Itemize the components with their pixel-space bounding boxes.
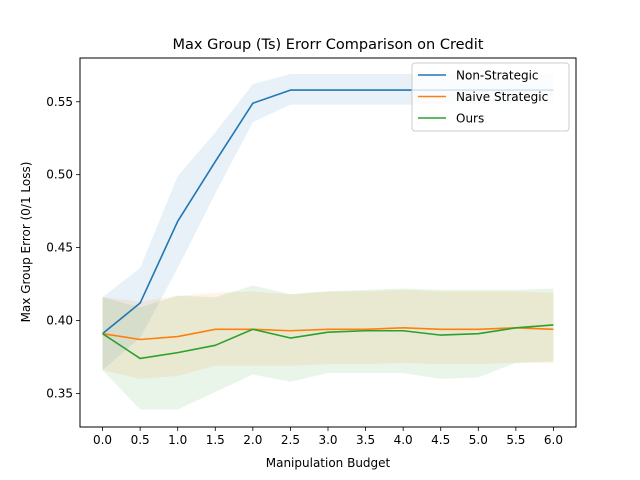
legend: Non-Strategic Naive Strategic Ours (411, 62, 570, 132)
confidence-bands (102, 74, 554, 410)
y-tick-label: 0.50 (46, 168, 73, 182)
legend-label-ours: Ours (456, 112, 484, 126)
band-non-strategic (102, 74, 554, 371)
y-tick-label: 0.40 (46, 314, 73, 328)
y-tick-label: 0.35 (46, 386, 73, 400)
chart-title: Max Group (Ts) Erorr Comparison on Credi… (173, 37, 484, 53)
line-naive-strategic (102, 327, 554, 341)
y-axis: 0.35 0.40 0.45 0.50 0.55 (46, 95, 80, 400)
band-naive-strategic (102, 289, 554, 379)
x-tick-label: 2.0 (243, 433, 262, 447)
x-tick-label: 0.5 (131, 433, 150, 447)
x-tick-label: 1.5 (206, 433, 225, 447)
line-ours (102, 324, 554, 360)
x-tick-label: 4.5 (431, 433, 450, 447)
legend-box (411, 62, 570, 132)
x-tick-label: 4.0 (394, 433, 413, 447)
x-tick-label: 5.5 (506, 433, 525, 447)
y-axis-label: Max Group Error (0/1 Loss) (19, 162, 33, 323)
x-tick-label: 3.5 (356, 433, 375, 447)
x-tick-label: 3.0 (318, 433, 337, 447)
x-tick-label: 0.0 (93, 433, 112, 447)
y-tick-label: 0.45 (46, 241, 73, 255)
x-axis-label: Manipulation Budget (266, 456, 391, 470)
y-tick-label: 0.55 (46, 95, 73, 109)
legend-label-non-strategic: Non-Strategic (456, 69, 539, 83)
x-tick-label: 5.0 (469, 433, 488, 447)
x-tick-label: 6.0 (544, 433, 563, 447)
x-axis: 0.0 0.5 1.0 1.5 2.0 2.5 3.0 3.5 4.0 4.5 5.0 5.5 6.0 (93, 427, 563, 447)
x-tick-label: 1.0 (168, 433, 187, 447)
legend-label-naive-strategic: Naive Strategic (456, 90, 548, 104)
band-ours (102, 285, 554, 410)
x-tick-label: 2.5 (281, 433, 300, 447)
